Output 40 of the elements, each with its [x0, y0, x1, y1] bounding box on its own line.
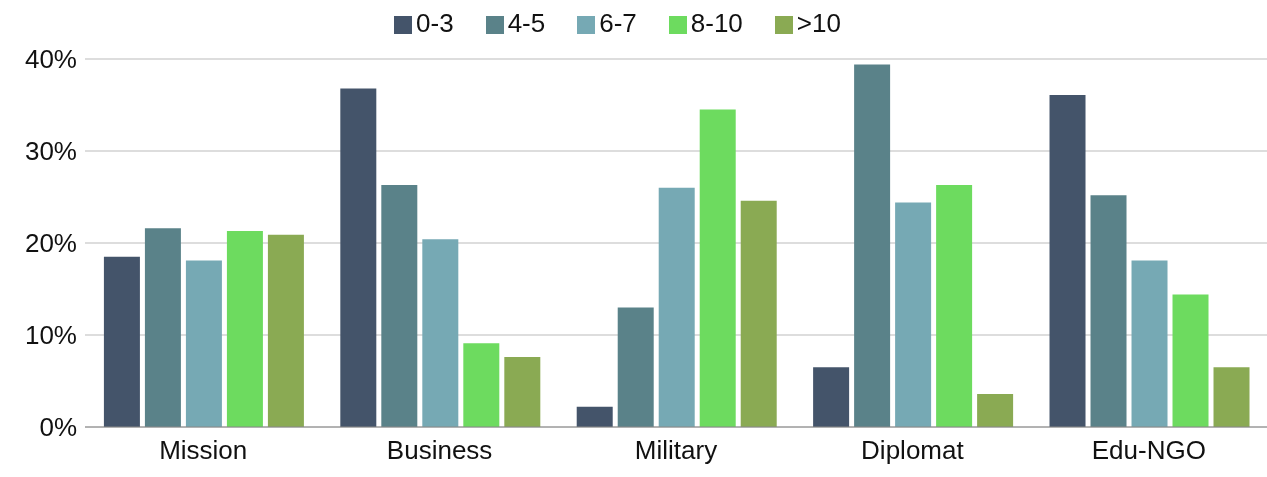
- legend-label: 8-10: [690, 8, 743, 38]
- bar: [1172, 294, 1209, 427]
- bar: [813, 367, 850, 427]
- bar: [977, 393, 1014, 427]
- bar: [1090, 195, 1127, 427]
- bar: [103, 256, 140, 427]
- bar: [381, 185, 418, 427]
- y-tick-label: 20%: [24, 228, 77, 259]
- bar: [144, 228, 181, 427]
- bar: [658, 187, 695, 427]
- y-tick-label: 40%: [24, 44, 77, 75]
- bar: [463, 343, 500, 427]
- x-tick-label: Edu-NGO: [1091, 435, 1206, 466]
- bar: [1049, 94, 1086, 427]
- x-tick-label: Diplomat: [861, 435, 965, 466]
- bar: [1131, 260, 1168, 427]
- y-tick-label: 10%: [24, 320, 77, 351]
- bar: [699, 109, 736, 427]
- y-tick-label: 30%: [24, 136, 77, 167]
- bar: [895, 202, 932, 427]
- bar: [185, 260, 222, 427]
- bar: [617, 307, 654, 427]
- bar: [267, 234, 304, 427]
- legend-label: 0-3: [416, 8, 454, 38]
- x-tick-label: Mission: [159, 435, 248, 466]
- bar: [854, 64, 891, 427]
- bar: [936, 185, 973, 427]
- legend-label: 4-5: [507, 8, 546, 38]
- x-tick-label: Business: [386, 435, 493, 466]
- legend-label: 6-7: [599, 8, 637, 38]
- bar: [576, 406, 613, 427]
- x-tick-label: Military: [634, 435, 718, 466]
- y-tick-label: 0%: [39, 412, 77, 443]
- bar: [340, 88, 377, 427]
- bar: [504, 357, 541, 427]
- bar: [1213, 367, 1250, 427]
- bar: [226, 231, 263, 427]
- bar: [740, 200, 777, 427]
- bar: [422, 239, 459, 427]
- legend-label: >10: [796, 8, 841, 38]
